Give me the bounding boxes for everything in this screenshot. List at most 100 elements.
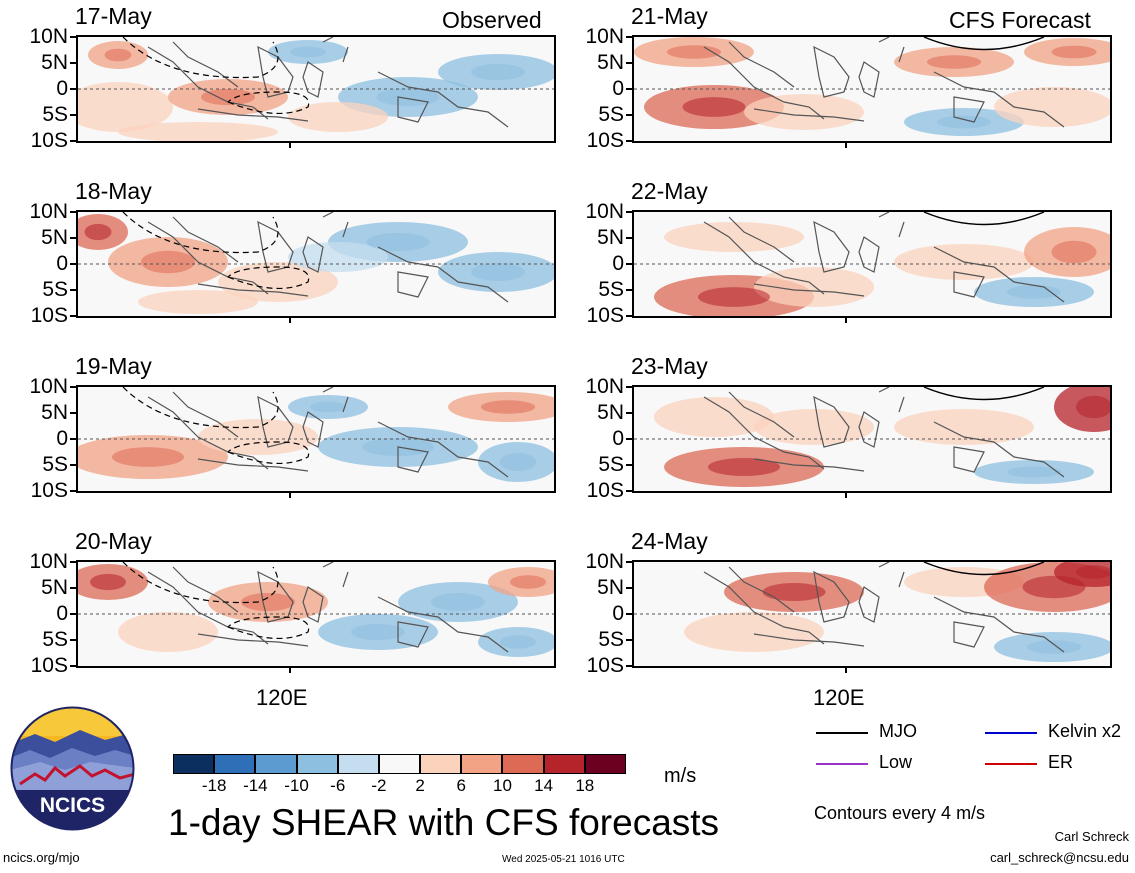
lat-tick [626,211,633,213]
shear-field [634,562,1110,666]
lat-tick [626,613,633,615]
lat-tick [626,412,633,414]
lat-label: 10N [29,25,68,48]
lat-label: 10S [586,479,624,502]
lat-label: 10S [586,654,624,677]
contour-note: Contours every 4 m/s [814,803,986,823]
lat-label: 5N [41,576,68,599]
lat-label: 5N [597,226,624,249]
lat-tick [626,386,633,388]
lat-label: 5S [42,278,68,301]
lat-tick [70,140,77,142]
lat-label: 10S [30,304,68,327]
lat-tick [626,315,633,317]
colorbar-tick-label: -14 [243,776,268,795]
footer-author: Carl Schreck [1054,829,1129,844]
lon-tick [845,666,847,673]
lat-label: 10N [585,25,624,48]
colorbar-tick-label: -18 [201,776,227,795]
lat-tick [70,386,77,388]
lat-label: 0 [612,427,624,450]
colorbar-tick-label: 14 [534,776,554,795]
lat-label: 5S [598,453,624,476]
footer-url[interactable]: ncics.org/mjo [3,850,80,865]
legend-label: Low [879,752,913,772]
lat-tick [626,639,633,641]
lat-tick [70,639,77,641]
shear-map-panel [76,35,556,143]
colorbar-segment [255,754,297,774]
lat-label: 5N [597,401,624,424]
lat-tick [70,289,77,291]
ncics-logo: NCICS [10,706,135,831]
figure-title: 1-day SHEAR with CFS forecasts [168,802,720,843]
lat-tick [70,211,77,213]
colorbar-segment [296,754,338,774]
lat-label: 5S [598,628,624,651]
lon-tick [845,316,847,323]
lat-label: 5N [597,576,624,599]
shear-field [634,387,1110,491]
colorbar-segment [461,754,503,774]
logo-text: NCICS [40,794,105,817]
lat-tick [626,289,633,291]
lat-tick [626,114,633,116]
lat-label: 0 [56,77,68,100]
shear-map-panel [632,35,1112,143]
shear-map-panel [76,385,556,493]
lat-label: 0 [612,252,624,275]
lat-label: 10N [585,375,624,398]
lat-tick [70,315,77,317]
shear-map-panel [76,560,556,668]
shear-map-panel [632,210,1112,318]
panel-date: 23-May [631,353,708,379]
lon-tick [289,666,291,673]
lat-tick [626,587,633,589]
legend-line [816,763,868,765]
footer-email[interactable]: carl_schreck@ncsu.edu [990,850,1129,865]
lat-label: 0 [612,77,624,100]
shear-field [634,212,1110,316]
lat-label: 5S [42,453,68,476]
colorbar-segment [502,754,544,774]
lat-label: 10S [30,129,68,152]
lat-tick [70,490,77,492]
lat-tick [626,490,633,492]
lat-tick [626,438,633,440]
lat-tick [626,140,633,142]
lat-tick [70,114,77,116]
lat-label: 10N [29,200,68,223]
lon-tick [289,491,291,498]
colorbar-units: m/s [664,765,697,787]
lat-tick [70,62,77,64]
lat-label: 5N [41,226,68,249]
colorbar-segment [378,754,421,774]
lat-tick [626,464,633,466]
shear-map-panel [76,210,556,318]
legend-line [985,732,1037,734]
lat-tick [626,36,633,38]
colorbar-tick-label: 2 [415,776,425,795]
lat-label: 10S [586,304,624,327]
shear-field [78,212,554,316]
lat-tick [626,62,633,64]
lon-tick [289,141,291,148]
lat-tick [70,237,77,239]
legend-label: Kelvin x2 [1048,721,1122,741]
colorbar-tick-label: 6 [456,776,466,795]
lat-tick [70,613,77,615]
lat-tick [626,237,633,239]
lon-label-right: 120E [813,685,865,710]
colorbar-tick-label: -2 [371,776,387,795]
lat-label: 10S [30,654,68,677]
colorbar-segment [214,754,256,774]
colorbar-segment [584,754,626,774]
lat-label: 0 [56,427,68,450]
lon-tick [845,141,847,148]
panel-date: 20-May [75,528,152,554]
lat-tick [70,438,77,440]
lat-tick [70,36,77,38]
lat-tick [70,587,77,589]
lat-label: 5S [42,103,68,126]
colorbar-segment [543,754,585,774]
